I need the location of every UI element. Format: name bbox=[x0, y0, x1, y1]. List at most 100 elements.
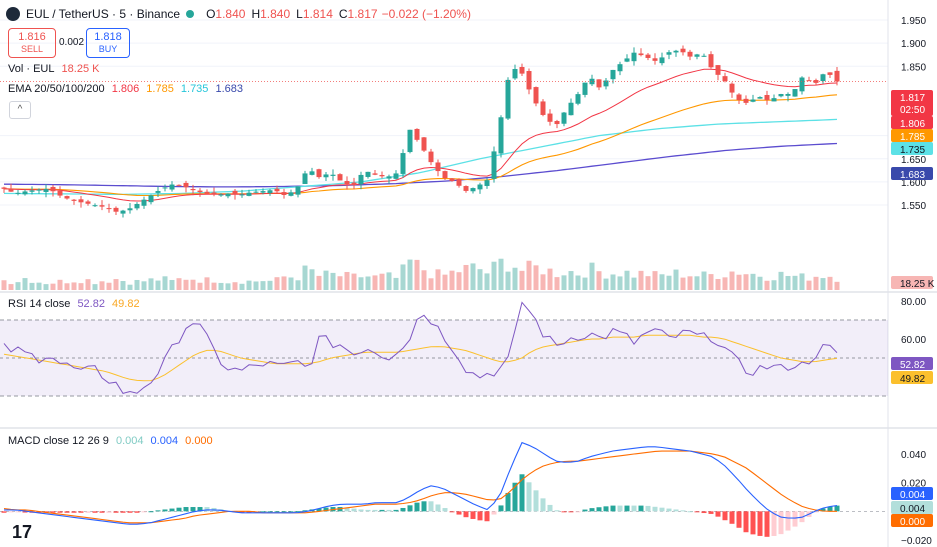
candle-body bbox=[505, 79, 511, 119]
macd-histogram-bar bbox=[134, 511, 140, 513]
macd-histogram-bar bbox=[372, 509, 378, 512]
macd-histogram-bar bbox=[715, 511, 721, 517]
volume-bar bbox=[365, 276, 371, 290]
tradingview-logo[interactable]: 17 bbox=[12, 522, 33, 542]
symbol-header: EUL / TetherUS · 5 · Binance O 1.840 H 1.8… bbox=[6, 7, 471, 21]
candle-body bbox=[617, 64, 623, 72]
volume-bar bbox=[204, 277, 210, 290]
price-tick-label: 1.850 bbox=[901, 62, 926, 73]
candle-body bbox=[190, 189, 196, 191]
macd-histogram-bar bbox=[267, 511, 273, 513]
candle-body bbox=[71, 199, 77, 201]
macd-histogram-bar bbox=[358, 509, 364, 512]
symbol-title[interactable]: EUL / TetherUS · 5 · Binance bbox=[26, 7, 181, 21]
candle-body bbox=[568, 102, 574, 116]
ema50-value: 1.785 bbox=[146, 83, 174, 95]
price-badge: 1.817 bbox=[900, 93, 925, 104]
candle-body bbox=[708, 54, 714, 68]
candle-body bbox=[50, 186, 56, 192]
candle-body bbox=[561, 112, 567, 124]
ema-legend[interactable]: EMA 20/50/100/200 1.806 1.785 1.735 1.68… bbox=[8, 83, 247, 95]
macd-tick-label: 0.040 bbox=[901, 450, 926, 461]
sell-button[interactable]: 1.816 SELL bbox=[8, 28, 56, 58]
macd-histogram-bar bbox=[491, 511, 497, 515]
candle-body bbox=[386, 176, 392, 179]
volume-bar bbox=[428, 278, 434, 290]
volume-bar bbox=[449, 270, 455, 290]
macd-histogram-bar bbox=[827, 506, 833, 512]
macd-histogram-bar bbox=[302, 510, 308, 512]
volume-bar bbox=[652, 271, 658, 290]
candle-body bbox=[358, 174, 364, 185]
volume-bar bbox=[792, 275, 798, 290]
rsi-tick-label: 60.00 bbox=[901, 335, 926, 346]
macd-histogram-bar bbox=[589, 508, 595, 512]
volume-bar bbox=[232, 282, 238, 290]
volume-bar bbox=[120, 281, 126, 290]
volume-bar bbox=[743, 274, 749, 290]
ema-legend-label: EMA 20/50/100/200 bbox=[8, 83, 105, 95]
macd-histogram-bar bbox=[442, 508, 448, 512]
candle-body bbox=[407, 129, 413, 153]
candle-body bbox=[239, 194, 245, 196]
macd-histogram-bar bbox=[652, 506, 658, 512]
volume-legend[interactable]: Vol · EUL 18.25 K bbox=[8, 63, 103, 75]
volume-bar bbox=[582, 277, 588, 290]
macd-histogram-bar bbox=[421, 501, 427, 512]
macd-histogram-bar bbox=[575, 511, 581, 513]
price-badge: 02:50 bbox=[900, 105, 925, 116]
ema20-badge-bg bbox=[891, 116, 933, 129]
candle-body bbox=[575, 94, 581, 104]
ema50-line bbox=[3, 94, 838, 197]
macd-histogram-bar bbox=[792, 511, 798, 527]
candle-body bbox=[512, 68, 518, 79]
candle-body bbox=[309, 171, 315, 175]
ema20-badge: 1.806 bbox=[900, 119, 925, 130]
volume-bar bbox=[603, 278, 609, 290]
macd-histogram-bar bbox=[155, 510, 161, 512]
candle-body bbox=[799, 77, 805, 92]
volume-bar bbox=[43, 284, 49, 290]
macd-histogram-bar bbox=[638, 505, 644, 512]
volume-bar bbox=[491, 261, 497, 290]
macd-tick-label: 0.020 bbox=[901, 479, 926, 490]
rsi-legend[interactable]: RSI 14 close 52.82 49.82 bbox=[8, 298, 144, 310]
volume-bar bbox=[22, 278, 28, 290]
rsi-ma-badge-bg bbox=[891, 371, 933, 384]
volume-bar bbox=[414, 259, 420, 290]
candle-body bbox=[463, 186, 469, 191]
macd-legend[interactable]: MACD close 12 26 9 0.004 0.004 0.000 bbox=[8, 435, 217, 447]
candle-body bbox=[29, 190, 35, 192]
macd-histogram-bar bbox=[127, 511, 133, 513]
candle-body bbox=[232, 190, 238, 195]
volume-bar bbox=[358, 277, 364, 290]
volume-bar bbox=[456, 272, 462, 290]
volume-bar bbox=[407, 259, 413, 290]
macd-histogram-bar bbox=[771, 511, 777, 536]
candle-body bbox=[477, 184, 483, 190]
volume-bar bbox=[799, 273, 805, 290]
macd-histogram-bar bbox=[666, 508, 672, 512]
macd-histogram-bar bbox=[582, 509, 588, 512]
volume-bar bbox=[771, 280, 777, 290]
buy-button[interactable]: 1.818 BUY bbox=[86, 28, 130, 58]
candle-body bbox=[43, 189, 49, 192]
volume-bar bbox=[113, 279, 119, 290]
rsi-ma-badge: 49.82 bbox=[900, 374, 925, 385]
volume-bar bbox=[176, 278, 182, 290]
macd-legend-value: 0.004 bbox=[150, 435, 179, 447]
candle-body bbox=[547, 113, 553, 122]
macd-histogram-bar bbox=[470, 511, 476, 519]
candle-body bbox=[295, 186, 301, 195]
candle-body bbox=[652, 58, 658, 61]
sell-label: SELL bbox=[20, 44, 44, 54]
change-value: −0.022 (−1.20%) bbox=[381, 7, 471, 21]
macd-histogram-bar bbox=[477, 511, 483, 521]
ema100-line bbox=[3, 118, 838, 196]
macd-hist-legend-value: 0.004 bbox=[115, 435, 144, 447]
rsi-badge: 52.82 bbox=[900, 360, 925, 371]
ema50-badge: 1.785 bbox=[900, 132, 925, 143]
collapse-legend-button[interactable]: ^ bbox=[9, 101, 31, 119]
volume-bar bbox=[568, 271, 574, 290]
